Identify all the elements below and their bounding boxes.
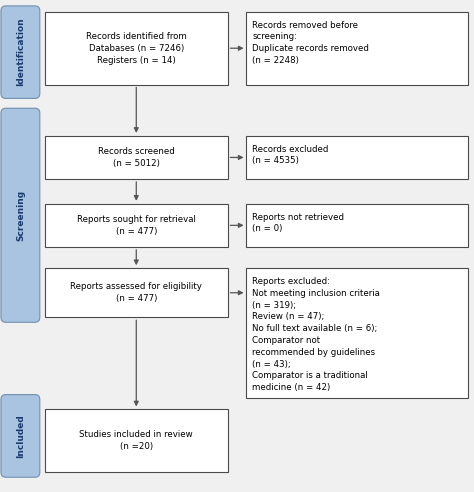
- Text: Reports excluded:
Not meeting inclusion criteria
(n = 319);
Review (n = 47);
No : Reports excluded: Not meeting inclusion …: [252, 277, 380, 392]
- Text: Records screened
(n = 5012): Records screened (n = 5012): [98, 147, 174, 168]
- Text: Screening: Screening: [16, 190, 25, 241]
- Text: Studies included in review
(n =20): Studies included in review (n =20): [80, 430, 193, 451]
- FancyBboxPatch shape: [246, 204, 468, 247]
- FancyBboxPatch shape: [45, 409, 228, 472]
- FancyBboxPatch shape: [45, 268, 228, 317]
- Text: Included: Included: [16, 414, 25, 458]
- Text: Records identified from
Databases (n = 7246)
Registers (n = 14): Records identified from Databases (n = 7…: [86, 32, 187, 64]
- FancyBboxPatch shape: [45, 204, 228, 247]
- Text: Identification: Identification: [16, 18, 25, 87]
- FancyBboxPatch shape: [45, 12, 228, 85]
- FancyBboxPatch shape: [246, 12, 468, 85]
- Text: Reports assessed for eligibility
(n = 477): Reports assessed for eligibility (n = 47…: [70, 282, 202, 303]
- Text: Records removed before
screening:
Duplicate records removed
(n = 2248): Records removed before screening: Duplic…: [252, 21, 369, 65]
- Text: Reports sought for retrieval
(n = 477): Reports sought for retrieval (n = 477): [77, 215, 196, 236]
- FancyBboxPatch shape: [246, 136, 468, 179]
- FancyBboxPatch shape: [45, 136, 228, 179]
- Text: Reports not retrieved
(n = 0): Reports not retrieved (n = 0): [252, 213, 344, 233]
- FancyBboxPatch shape: [1, 108, 40, 322]
- Text: Records excluded
(n = 4535): Records excluded (n = 4535): [252, 145, 328, 165]
- FancyBboxPatch shape: [246, 268, 468, 398]
- FancyBboxPatch shape: [1, 6, 40, 98]
- FancyBboxPatch shape: [1, 395, 40, 477]
